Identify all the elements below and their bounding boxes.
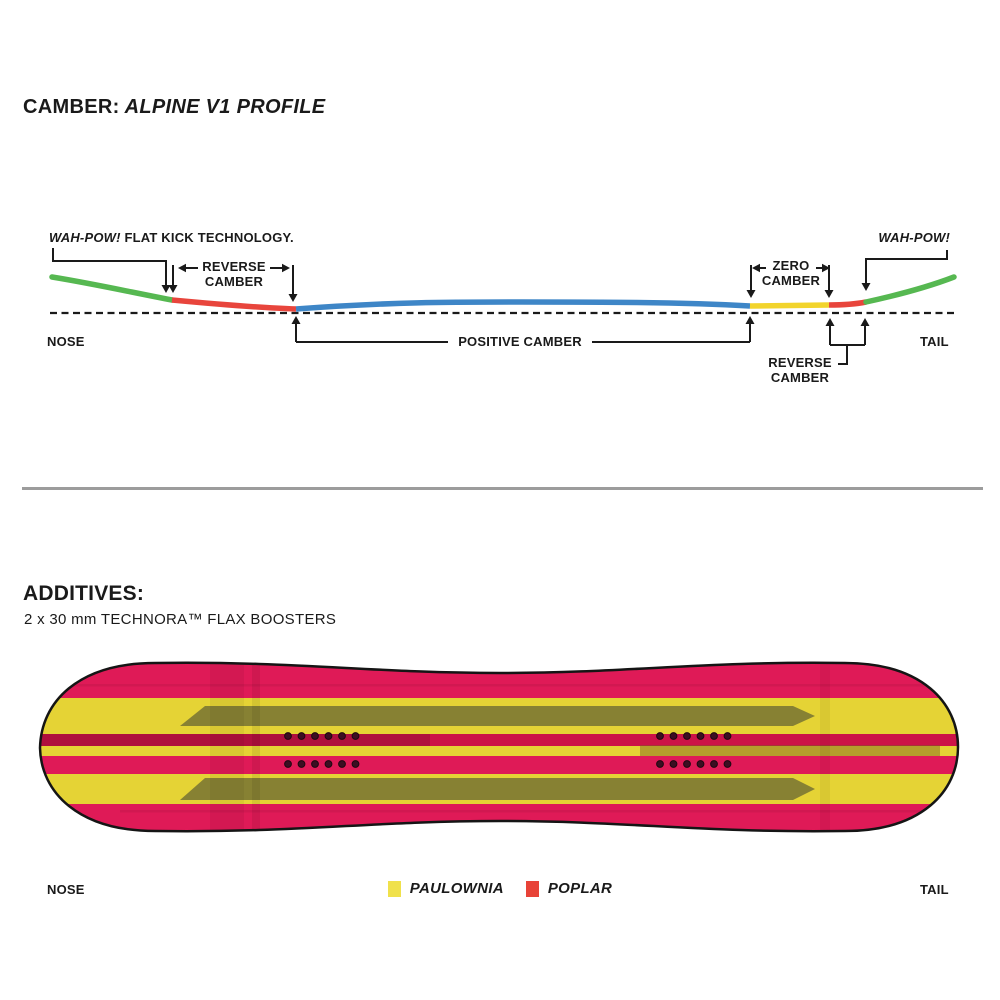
camber-title-profile-name: ALPINE V1 PROFILE: [119, 96, 326, 118]
flax-booster-lower: [180, 778, 815, 800]
arrowhead-down-icon: [288, 294, 298, 302]
positive-camber-label: POSITIVE CAMBER: [458, 334, 582, 349]
camber-title-prefix: CAMBER:: [23, 96, 120, 118]
arrowhead-up-icon: [291, 316, 301, 324]
zero-camber-line2: CAMBER: [761, 272, 821, 288]
arrowhead-down-icon: [746, 290, 756, 298]
arrowhead-down-icon: [161, 285, 171, 293]
additives-subheading: 2 x 30 mm TECHNORA™ FLAX BOOSTERS: [24, 611, 337, 628]
reverse-right-bracket: [829, 326, 866, 365]
woodgrain-streak: [120, 810, 940, 813]
legend-item-paulownia: PAULOWNIA: [387, 880, 504, 897]
reverse-camber-left-segment-red: [171, 297, 297, 312]
positive-camber-segment-blue: [295, 299, 751, 312]
nose-label-bottom: NOSE: [47, 882, 85, 897]
paulownia-stripe-center: [40, 746, 958, 756]
woodgrain-streak: [60, 684, 940, 687]
woodgrain-streak: [820, 663, 830, 832]
reverse-left-bracket: [172, 265, 294, 294]
tail-kick-segment-green: [863, 274, 957, 305]
tail-label-top: TAIL: [920, 334, 949, 349]
zero-camber-line1: ZERO: [772, 258, 810, 273]
wahpow-left-bracket: [52, 248, 167, 285]
flax-booster-upper: [180, 706, 815, 726]
arrowhead-down-icon: [824, 290, 834, 298]
flat-kick-words: FLAT KICK TECHNOLOGY.: [120, 230, 294, 245]
nose-kick-segment-green: [49, 274, 175, 303]
arrowhead-left-icon: [178, 263, 186, 273]
wahpow-word: WAH-POW!: [49, 230, 121, 245]
insert-holes: [284, 732, 732, 768]
section-divider: [22, 487, 983, 490]
arrowhead-right-icon: [282, 263, 290, 273]
zero-camber-label: ZERO CAMBER: [753, 258, 829, 288]
tail-label-bottom: TAIL: [920, 882, 949, 897]
arrowhead-up-icon: [825, 318, 835, 326]
nose-label-top: NOSE: [47, 334, 85, 349]
reverse-camber-right-line1: REVERSE: [768, 355, 832, 370]
reverse-camber-left-label: REVERSE CAMBER: [196, 259, 272, 289]
reverse-camber-right-segment-red: [828, 299, 867, 308]
arrowhead-down-icon: [861, 283, 871, 291]
wahpow-right-bracket: [865, 250, 948, 283]
woodgrain-streak: [252, 663, 260, 832]
board-core-illustration: [38, 661, 960, 833]
reverse-camber-right-label: REVERSE CAMBER: [762, 355, 838, 385]
legend-label-poplar: POPLAR: [547, 880, 613, 897]
poplar-swatch-icon: [525, 880, 539, 897]
arrowhead-down-icon: [168, 285, 178, 293]
wahpow-flat-kick-label: WAH-POW! FLAT KICK TECHNOLOGY.: [49, 230, 294, 246]
reverse-camber-left-line1: REVERSE: [202, 259, 266, 274]
woodgrain-streak: [210, 663, 244, 832]
paulownia-swatch-icon: [387, 880, 401, 897]
zero-camber-segment-yellow: [749, 302, 830, 309]
wahpow-right-label: WAH-POW!: [878, 230, 950, 245]
camber-profile-diagram: [49, 248, 957, 365]
reverse-camber-right-line2: CAMBER: [770, 369, 830, 385]
legend-item-poplar: POPLAR: [525, 880, 613, 897]
positive-camber-bracket: [295, 324, 751, 343]
arrowhead-up-icon: [745, 316, 755, 324]
woodgrain-streak: [640, 745, 940, 756]
additives-heading: ADDITIVES:: [23, 582, 145, 605]
legend-label-paulownia: PAULOWNIA: [409, 880, 504, 897]
woodgrain-streak: [40, 734, 430, 746]
zero-camber-bracket: [750, 265, 830, 290]
board-outline: [38, 661, 960, 833]
reverse-camber-left-line2: CAMBER: [204, 273, 264, 289]
arrowhead-up-icon: [860, 318, 870, 326]
arrowhead-left-icon: [752, 263, 760, 273]
arrowhead-right-icon: [822, 263, 830, 273]
wood-legend: PAULOWNIA POPLAR: [0, 880, 1000, 897]
camber-title: CAMBER: ALPINE V1 PROFILE: [23, 96, 325, 119]
